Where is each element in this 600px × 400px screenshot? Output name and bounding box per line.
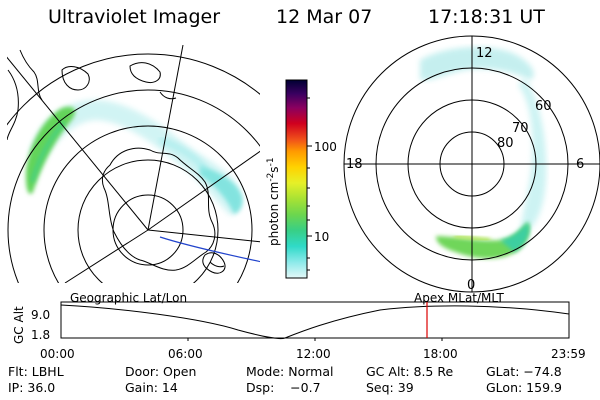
geo-meridians — [7, 45, 260, 283]
geo-map-label: Geographic Lat/Lon — [70, 291, 187, 305]
geographic-map — [7, 45, 260, 283]
apex-mlt-18: 18 — [346, 157, 363, 172]
status-glat: GLat: −74.8 — [486, 364, 562, 379]
instrument-title: Ultraviolet Imager — [48, 6, 221, 28]
status-seq: Seq: 39 — [366, 380, 414, 395]
status-mode: Mode: Normal — [246, 364, 334, 379]
apex-lat-70: 70 — [512, 121, 529, 136]
status-filter: Flt: LBHL — [8, 364, 64, 379]
apex-mlt-0: 0 — [467, 278, 475, 293]
timeline-ytick-1-8: 1.8 — [31, 328, 50, 342]
timeline-xtick-0000: 00:00 — [40, 347, 75, 361]
status-door: Door: Open — [125, 364, 197, 379]
timeline-altitude-curve — [60, 304, 570, 339]
geo-aurora — [25, 100, 243, 215]
color-scale-bar — [285, 79, 308, 279]
timeline-xtick-1800: 18:00 — [423, 347, 458, 361]
timeline-ylabel: GC Alt — [12, 306, 26, 344]
status-gain: Gain: 14 — [125, 380, 178, 395]
time-label: 17:18:31 UT — [428, 6, 545, 28]
apex-mlt-6: 6 — [576, 157, 584, 172]
timeline-xtick-2359: 23:59 — [551, 347, 586, 361]
status-gc-alt: GC Alt: 8.5 Re — [366, 364, 454, 379]
status-dsp: Dsp: −0.7 — [246, 380, 321, 395]
color-scale-ticks — [307, 97, 312, 271]
apex-lat-80: 80 — [497, 136, 514, 151]
date-label: 12 Mar 07 — [276, 6, 373, 28]
status-ip: IP: 36.0 — [8, 380, 56, 395]
apex-lat-60: 60 — [535, 99, 552, 114]
geo-coastlines — [7, 49, 226, 274]
color-scale-unit-label: photon cm-2s-1 — [266, 157, 281, 246]
timeline-xticks — [187, 338, 443, 341]
timeline-xtick-0600: 06:00 — [168, 347, 203, 361]
apex-map-image — [420, 46, 547, 259]
apex-map-label: Apex MLat/MLT — [414, 291, 504, 305]
apex-mlt-12: 12 — [476, 46, 493, 61]
color-scale-tick-10: 10 — [314, 230, 329, 244]
timeline-frame — [60, 301, 570, 339]
apex-mlt-lines — [344, 36, 600, 292]
status-glon: GLon: 159.9 — [486, 380, 562, 395]
geo-terminator-line — [159, 236, 260, 263]
color-scale-tick-100: 100 — [314, 140, 337, 154]
timeline-xtick-1200: 12:00 — [296, 347, 331, 361]
timeline-ytick-9: 9.0 — [31, 308, 50, 322]
